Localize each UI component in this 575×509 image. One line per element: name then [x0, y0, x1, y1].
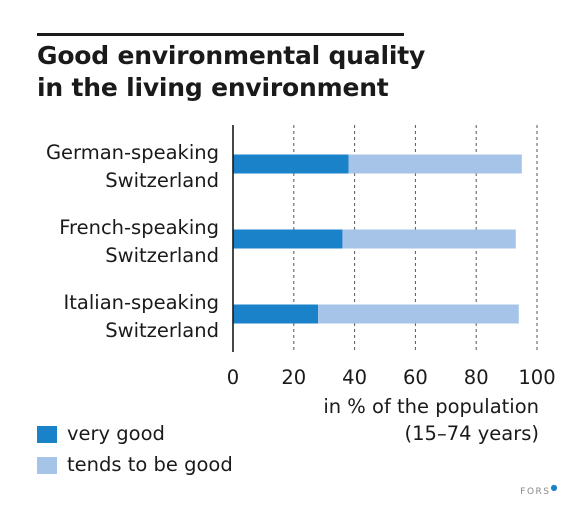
x-tick-label-100: 100	[518, 366, 555, 389]
x-tick-label-60: 60	[403, 366, 428, 389]
legend-label-very-good: very good	[67, 422, 165, 445]
bar-tends-to-be-good-1	[342, 229, 516, 249]
legend-swatch-very-good	[37, 426, 57, 443]
category-label-1-line-0: French-speaking	[59, 216, 219, 239]
category-label-2-line-0: Italian-speaking	[64, 291, 219, 314]
brand-dot: ●	[550, 483, 559, 492]
chart-title-line-2: in the living environment	[37, 73, 389, 102]
bar-very-good-1	[233, 229, 343, 249]
x-tick-label-40: 40	[342, 366, 367, 389]
x-axis-title-line-0: in % of the population	[323, 395, 539, 418]
x-tick-label-80: 80	[464, 366, 489, 389]
bar-tends-to-be-good-0	[348, 154, 522, 174]
bar-very-good-2	[233, 304, 319, 324]
legend-swatch-tends-to-be-good	[37, 457, 57, 474]
chart-title: Good environmental quality in the living…	[37, 40, 437, 104]
x-tick-label-0: 0	[227, 366, 239, 389]
chart-title-line-1: Good environmental quality	[37, 41, 426, 70]
x-axis-title-line-1: (15–74 years)	[405, 422, 539, 445]
x-tick-label-20: 20	[281, 366, 306, 389]
brand-logo: FORS●	[520, 483, 559, 497]
category-label-1-line-1: Switzerland	[105, 244, 219, 267]
category-label-0-line-1: Switzerland	[105, 169, 219, 192]
category-label-2-line-1: Switzerland	[105, 319, 219, 342]
bar-tends-to-be-good-2	[318, 304, 519, 324]
brand-text: FORS	[520, 487, 551, 497]
legend-label-tends-to-be-good: tends to be good	[67, 453, 233, 476]
bar-very-good-0	[233, 154, 349, 174]
category-label-0-line-0: German-speaking	[46, 141, 219, 164]
title-rule	[37, 33, 404, 36]
